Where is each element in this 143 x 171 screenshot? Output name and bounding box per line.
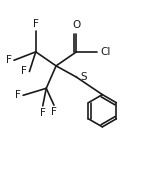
Text: F: F <box>33 19 39 29</box>
Text: O: O <box>72 20 81 30</box>
Text: F: F <box>21 67 27 76</box>
Text: Cl: Cl <box>101 47 111 57</box>
Text: F: F <box>51 107 57 117</box>
Text: F: F <box>15 90 21 100</box>
Text: F: F <box>40 108 46 118</box>
Text: F: F <box>6 55 12 65</box>
Text: S: S <box>80 72 87 82</box>
